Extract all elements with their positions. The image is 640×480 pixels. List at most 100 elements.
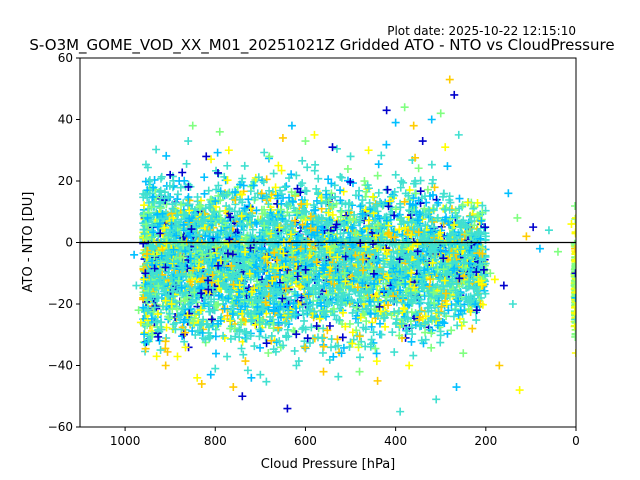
scatter-point	[450, 221, 459, 230]
scatter-point	[391, 205, 400, 214]
chart-title: S-O3M_GOME_VOD_XX_M01_20251021Z Gridded …	[29, 36, 614, 55]
scatter-point	[371, 292, 380, 301]
scatter-point	[375, 319, 384, 328]
scatter-point	[310, 307, 319, 316]
scatter-point	[467, 229, 476, 238]
scatter-point	[248, 300, 257, 309]
scatter-point	[421, 335, 430, 344]
scatter-point	[373, 311, 382, 320]
scatter-point	[222, 190, 231, 199]
scatter-point	[411, 310, 420, 319]
scatter-point	[400, 197, 409, 206]
scatter-point	[320, 266, 329, 275]
scatter-point	[152, 257, 161, 266]
scatter-point	[373, 211, 382, 220]
scatter-point	[455, 194, 464, 203]
scatter-point	[269, 217, 278, 226]
scatter-point	[356, 313, 365, 322]
scatter-point	[363, 247, 372, 256]
scatter-point	[381, 322, 390, 331]
scatter-point	[213, 168, 222, 177]
scatter-point	[139, 189, 148, 198]
scatter-point	[258, 194, 267, 203]
scatter-point	[407, 268, 416, 277]
scatter-point	[246, 331, 255, 340]
scatter-point	[420, 204, 429, 213]
scatter-point	[445, 196, 454, 205]
scatter-point	[214, 181, 223, 190]
scatter-point	[143, 163, 152, 172]
scatter-point	[326, 263, 335, 272]
scatter-point	[227, 222, 236, 231]
scatter-point	[336, 196, 345, 205]
scatter-point	[363, 231, 372, 240]
scatter-point	[250, 342, 259, 351]
scatter-point	[441, 247, 450, 256]
scatter-point	[372, 357, 381, 366]
scatter-point	[469, 284, 478, 293]
scatter-point	[269, 169, 278, 178]
scatter-point	[143, 321, 152, 330]
scatter-point	[297, 200, 306, 209]
scatter-point	[415, 241, 424, 250]
scatter-point	[322, 307, 331, 316]
scatter-point	[209, 269, 218, 278]
scatter-point	[334, 372, 343, 381]
scatter-point	[382, 250, 391, 259]
scatter-point	[470, 203, 479, 212]
scatter-point	[207, 195, 216, 204]
scatter-point	[258, 305, 267, 314]
scatter-point	[290, 346, 299, 355]
scatter-point	[156, 346, 165, 355]
scatter-point	[382, 293, 391, 302]
scatter-point	[405, 258, 414, 267]
scatter-point	[357, 227, 366, 236]
scatter-point	[277, 190, 286, 199]
scatter-point	[390, 233, 399, 242]
scatter-point	[281, 284, 290, 293]
scatter-point	[217, 226, 226, 235]
scatter-point	[253, 262, 262, 271]
scatter-point	[421, 210, 430, 219]
scatter-point	[186, 228, 195, 237]
scatter-point	[180, 296, 189, 305]
scatter-point	[150, 303, 159, 312]
scatter-point	[312, 322, 321, 331]
scatter-point	[428, 179, 437, 188]
scatter-point	[390, 348, 399, 357]
scatter-point	[415, 264, 424, 273]
scatter-point	[346, 177, 355, 186]
scatter-point	[325, 321, 334, 330]
scatter-point	[178, 304, 187, 313]
scatter-point	[279, 249, 288, 258]
scatter-point	[157, 172, 166, 181]
scatter-point	[184, 193, 193, 202]
plot-date-label: Plot date: 2025-10-22 12:15:10	[387, 24, 576, 38]
scatter-point	[168, 200, 177, 209]
scatter-point	[375, 302, 384, 311]
scatter-point	[199, 315, 208, 324]
scatter-point	[235, 264, 244, 273]
scatter-point	[399, 219, 408, 228]
scatter-point	[439, 282, 448, 291]
scatter-point	[153, 210, 162, 219]
scatter-point	[282, 301, 291, 310]
scatter-point	[280, 262, 289, 271]
scatter-point	[293, 272, 302, 281]
scatter-point	[271, 268, 280, 277]
scatter-point	[312, 258, 321, 267]
scatter-point	[154, 281, 163, 290]
scatter-point	[391, 239, 400, 248]
scatter-point	[415, 299, 424, 308]
scatter-point	[241, 247, 250, 256]
scatter-point	[429, 288, 438, 297]
scatter-point	[160, 223, 169, 232]
scatter-point	[411, 293, 420, 302]
scatter-point	[239, 181, 248, 190]
scatter-point	[157, 251, 166, 260]
scatter-point	[254, 173, 263, 182]
scatter-point	[417, 306, 426, 315]
scatter-point	[401, 265, 410, 274]
scatter-point	[336, 301, 345, 310]
scatter-point	[293, 184, 302, 193]
